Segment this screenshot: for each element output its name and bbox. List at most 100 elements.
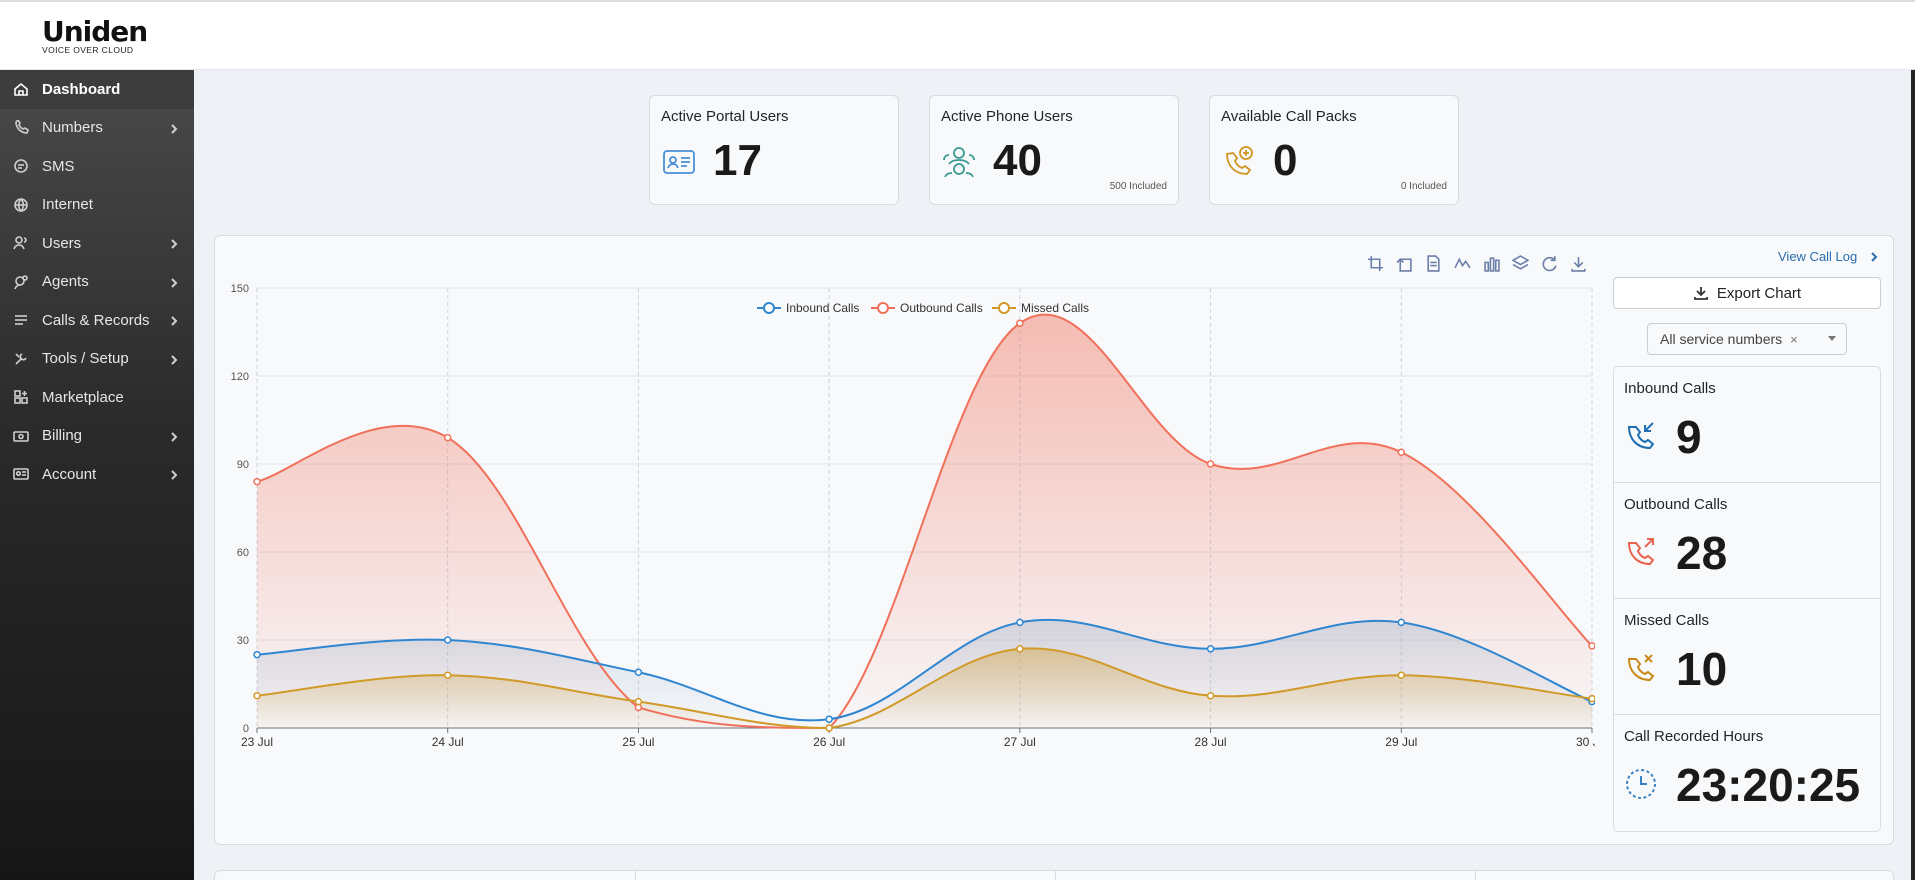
x-tick-label: 26 Jul (813, 735, 845, 749)
series-line-inbound-calls (256, 618, 1593, 722)
series-line-missed-calls (256, 647, 1593, 730)
legend-item: Missed Calls (1021, 301, 1089, 315)
card-divider (635, 871, 636, 880)
sidebar-item-label: Internet (42, 196, 93, 214)
data-point (634, 703, 643, 712)
stat-value: 17 (713, 136, 762, 185)
call-summary-list: Inbound Calls 9 Outbound Calls (1613, 366, 1881, 832)
stack-icon[interactable] (1510, 253, 1530, 273)
x-tick-label: 23 Jul (241, 735, 273, 749)
zoom-icon[interactable] (1365, 253, 1385, 273)
stat-title: Active Portal Users (661, 108, 789, 125)
legend-swatch-marker (998, 302, 1010, 314)
chevron-right-icon (168, 237, 180, 249)
sidebar-item-dashboard[interactable]: Dashboard (0, 70, 194, 109)
sidebar-item-billing[interactable]: Billing (0, 417, 194, 456)
sidebar-item-marketplace[interactable]: Marketplace (0, 378, 194, 417)
stat-card-call-packs: Available Call Packs 0 0 Included (1209, 95, 1459, 205)
sidebar-item-internet[interactable]: Internet (0, 186, 194, 225)
data-point (253, 477, 261, 486)
sidebar-item-calls-records[interactable]: Calls & Records (0, 301, 194, 340)
phone-icon (12, 119, 30, 137)
line-chart-icon[interactable] (1452, 253, 1472, 273)
sidebar-item-sms[interactable]: SMS (0, 147, 194, 186)
bar-chart-icon[interactable] (1481, 253, 1501, 273)
refresh-icon[interactable] (1539, 253, 1559, 273)
bottom-cards-row (214, 870, 1894, 880)
data-point (253, 650, 261, 659)
sidebar-item-agents[interactable]: Agents (0, 263, 194, 302)
card-divider (1475, 871, 1476, 880)
records-icon (12, 311, 30, 329)
data-point (253, 691, 261, 700)
data-point (443, 671, 452, 679)
data-view-icon[interactable] (1423, 253, 1443, 273)
zoom-reset-icon[interactable] (1394, 253, 1414, 273)
export-chart-button[interactable]: Export Chart (1613, 277, 1881, 309)
data-point (1397, 671, 1406, 679)
account-icon (12, 465, 30, 483)
sidebar-item-account[interactable]: Account (0, 455, 194, 494)
data-point (1397, 448, 1406, 457)
data-point (1206, 691, 1215, 700)
clock-icon (1624, 767, 1658, 801)
tools-icon (12, 350, 30, 368)
summary-inbound-calls: Inbound Calls 9 (1614, 367, 1880, 483)
y-tick-label: 30 (237, 635, 249, 647)
x-tick-label: 25 Jul (622, 735, 654, 749)
x-tick-label: 27 Jul (1004, 735, 1036, 749)
sidebar-item-users[interactable]: Users (0, 224, 194, 263)
y-tick-label: 60 (237, 547, 249, 559)
marketplace-icon (12, 388, 30, 406)
stat-note: 0 Included (1400, 181, 1447, 192)
data-point (443, 433, 452, 442)
legend-swatch-marker (877, 302, 889, 314)
x-tick-label: 28 Jul (1195, 735, 1227, 749)
sidebar-item-tools-setup[interactable]: Tools / Setup (0, 340, 194, 379)
home-icon (12, 80, 30, 98)
download-icon[interactable] (1568, 253, 1588, 273)
chevron-right-icon (1871, 251, 1878, 262)
data-point (1206, 645, 1215, 653)
summary-outbound-calls: Outbound Calls 28 (1614, 483, 1880, 599)
brand-logo[interactable]: Uniden VOICE OVER CLOUD (42, 15, 148, 56)
clear-selection-icon[interactable]: × (1790, 331, 1798, 347)
summary-value: 9 (1676, 411, 1702, 463)
call-chart: 0 30 60 90 120 150 23 Jul 24 Jul 25 Jul 26 Jul 27 … (231, 283, 1595, 749)
top-bar: Uniden VOICE OVER CLOUD (0, 0, 1915, 70)
sidebar-item-label: Account (42, 465, 97, 483)
card-divider (1055, 871, 1056, 880)
view-call-log-label: View Call Log (1778, 249, 1858, 264)
stat-card-phone-users: Active Phone Users 40 500 Included (929, 95, 1179, 205)
summary-value: 28 (1676, 527, 1728, 579)
chevron-right-icon (168, 468, 180, 480)
chart-toolbox (1365, 253, 1588, 273)
data-point (634, 668, 643, 677)
service-number-select[interactable]: All service numbers × (1647, 323, 1847, 355)
summary-title: Call Recorded Hours (1624, 728, 1764, 745)
data-point (1206, 460, 1215, 468)
stat-title: Available Call Packs (1221, 108, 1357, 125)
agent-icon (12, 273, 30, 291)
view-call-log-link[interactable]: View Call Log (1778, 249, 1879, 264)
outbound-call-icon (1624, 535, 1658, 569)
sidebar-item-numbers[interactable]: Numbers (0, 109, 194, 148)
sidebar-item-label: Billing (42, 427, 83, 445)
chevron-right-icon (168, 314, 180, 326)
data-point (1588, 642, 1595, 650)
x-tick-label: 24 Jul (432, 735, 464, 749)
chevron-down-icon[interactable] (1828, 336, 1836, 341)
sidebar-item-label: SMS (42, 157, 75, 175)
sidebar: Dashboard Numbers SMS Internet Users Agents Ca… (0, 70, 194, 880)
sidebar-item-label: Numbers (42, 119, 103, 137)
brand-name: Uniden (42, 15, 148, 48)
sidebar-item-label: Dashboard (42, 80, 121, 98)
legend-item: Inbound Calls (786, 301, 859, 315)
brand-tagline: VOICE OVER CLOUD (42, 45, 134, 55)
stat-title: Active Phone Users (941, 108, 1073, 125)
summary-missed-calls: Missed Calls 10 (1614, 599, 1880, 715)
page-scrollbar[interactable] (1911, 70, 1915, 880)
users-group-icon (941, 144, 977, 180)
message-icon (12, 157, 30, 175)
sidebar-item-label: Agents (42, 273, 89, 291)
